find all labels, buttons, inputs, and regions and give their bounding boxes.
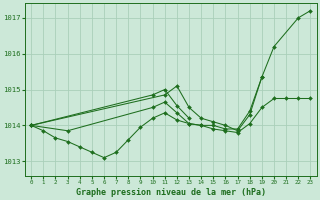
X-axis label: Graphe pression niveau de la mer (hPa): Graphe pression niveau de la mer (hPa) — [76, 188, 266, 197]
